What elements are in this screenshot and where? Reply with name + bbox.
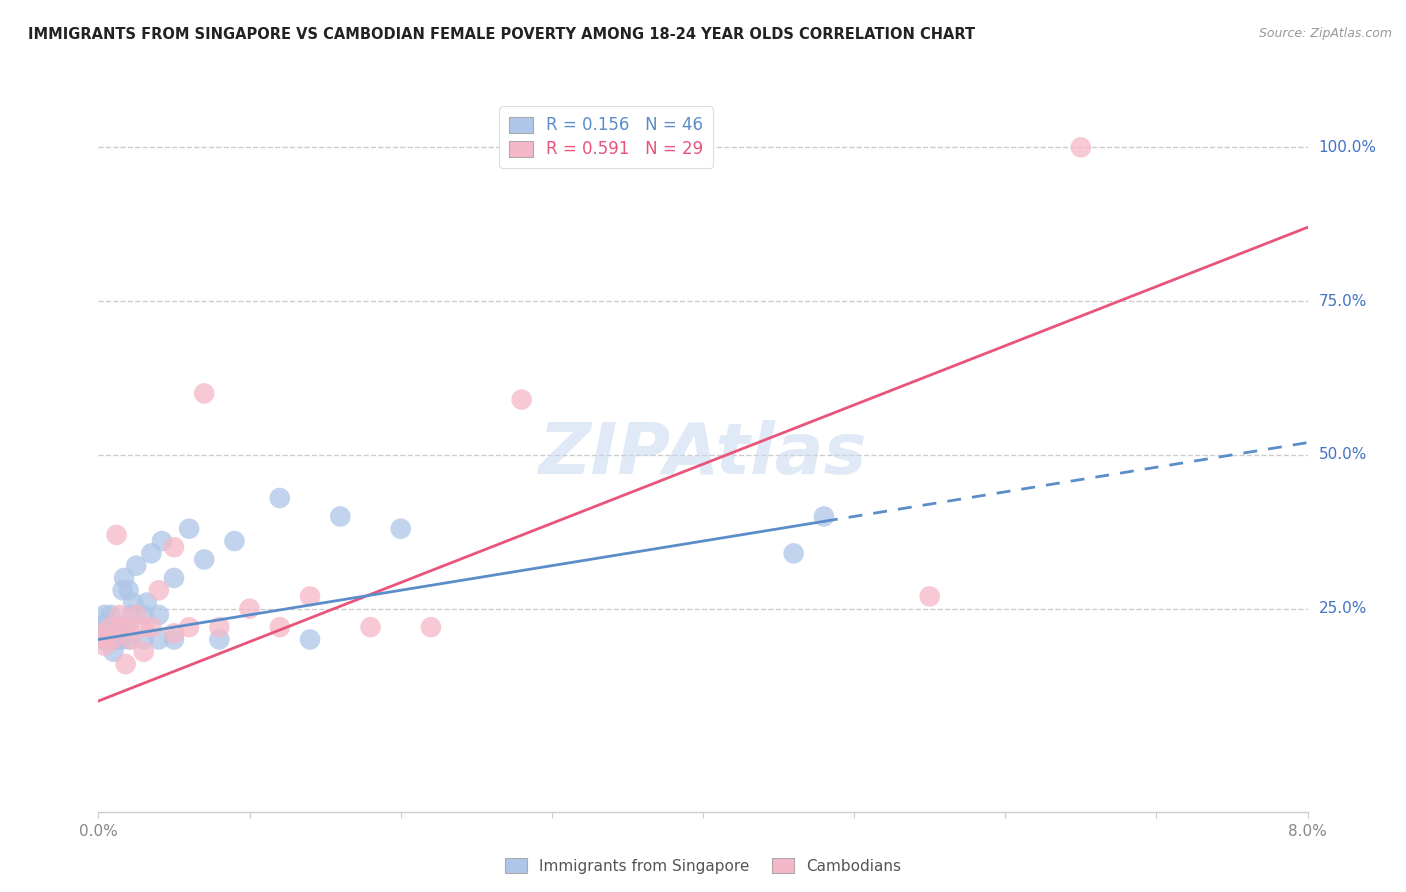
Text: 75.0%: 75.0%: [1319, 293, 1367, 309]
Point: [269, 491, 291, 505]
Point: [132, 620, 155, 634]
Point: [193, 386, 215, 401]
Legend: Immigrants from Singapore, Cambodians: Immigrants from Singapore, Cambodians: [499, 852, 907, 880]
Point: [96, 614, 118, 628]
Point: [118, 583, 141, 598]
Point: [148, 583, 170, 598]
Point: [141, 546, 163, 560]
Point: [114, 657, 136, 671]
Point: [135, 596, 157, 610]
Point: [94, 632, 117, 647]
Point: [1070, 140, 1092, 154]
Point: [918, 590, 941, 604]
Point: [269, 620, 291, 634]
Point: [179, 522, 201, 536]
Point: [132, 632, 155, 647]
Point: [91, 632, 114, 647]
Point: [93, 607, 115, 622]
Point: [100, 607, 122, 622]
Point: [208, 620, 231, 634]
Point: [132, 607, 155, 622]
Point: [103, 645, 125, 659]
Point: [122, 596, 145, 610]
Point: [98, 632, 121, 647]
Point: [90, 626, 112, 640]
Point: [107, 620, 129, 634]
Point: [103, 632, 125, 647]
Point: [813, 509, 835, 524]
Point: [108, 620, 131, 634]
Point: [108, 632, 131, 647]
Point: [111, 583, 134, 598]
Point: [141, 620, 163, 634]
Point: [118, 632, 141, 647]
Point: [148, 632, 170, 647]
Text: IMMIGRANTS FROM SINGAPORE VS CAMBODIAN FEMALE POVERTY AMONG 18-24 YEAR OLDS CORR: IMMIGRANTS FROM SINGAPORE VS CAMBODIAN F…: [28, 27, 976, 42]
Point: [329, 509, 352, 524]
Point: [782, 546, 804, 560]
Point: [299, 590, 322, 604]
Point: [100, 620, 122, 634]
Point: [179, 620, 201, 634]
Point: [224, 534, 246, 549]
Point: [193, 552, 215, 566]
Point: [103, 632, 125, 647]
Legend: R = 0.156   N = 46, R = 0.591   N = 29: R = 0.156 N = 46, R = 0.591 N = 29: [499, 106, 713, 169]
Point: [163, 632, 186, 647]
Point: [125, 558, 148, 573]
Point: [163, 540, 186, 554]
Point: [105, 632, 128, 647]
Point: [163, 626, 186, 640]
Point: [93, 620, 115, 634]
Point: [208, 632, 231, 647]
Point: [121, 632, 143, 647]
Text: 100.0%: 100.0%: [1319, 140, 1376, 155]
Point: [110, 632, 132, 647]
Point: [114, 620, 136, 634]
Text: 50.0%: 50.0%: [1319, 448, 1367, 462]
Point: [132, 645, 155, 659]
Point: [125, 607, 148, 622]
Point: [100, 626, 122, 640]
Point: [510, 392, 533, 407]
Point: [118, 620, 141, 634]
Point: [93, 639, 115, 653]
Point: [105, 528, 128, 542]
Point: [359, 620, 381, 634]
Point: [163, 571, 186, 585]
Point: [108, 607, 131, 622]
Point: [121, 607, 143, 622]
Point: [389, 522, 412, 536]
Point: [101, 620, 124, 634]
Point: [103, 620, 125, 634]
Point: [110, 620, 132, 634]
Point: [148, 607, 170, 622]
Point: [94, 620, 117, 634]
Text: 25.0%: 25.0%: [1319, 601, 1367, 616]
Text: ZIPAtlas: ZIPAtlas: [538, 420, 868, 490]
Point: [91, 626, 114, 640]
Point: [94, 632, 117, 647]
Text: Source: ZipAtlas.com: Source: ZipAtlas.com: [1258, 27, 1392, 40]
Point: [419, 620, 441, 634]
Point: [299, 632, 322, 647]
Point: [112, 571, 135, 585]
Point: [150, 534, 173, 549]
Point: [239, 601, 262, 615]
